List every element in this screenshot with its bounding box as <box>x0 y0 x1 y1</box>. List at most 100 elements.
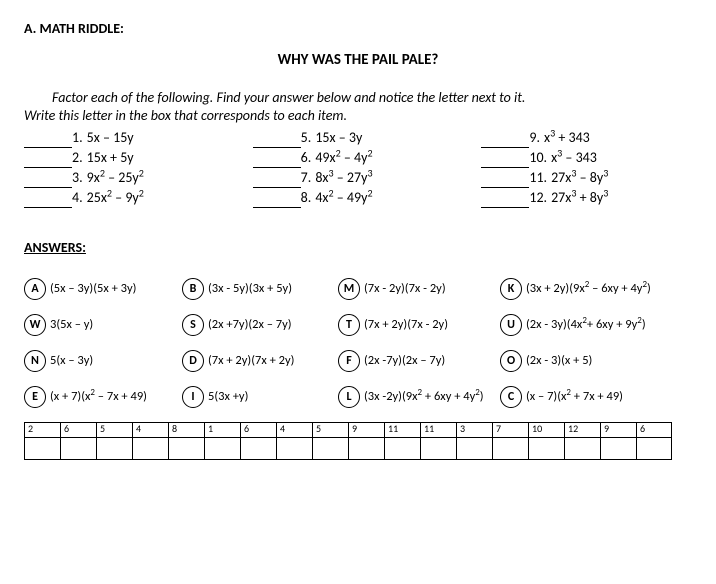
answer-option: I5(3x +y) <box>182 386 332 408</box>
grid-cell-number: 9 <box>349 423 384 437</box>
grid-cell-input[interactable] <box>241 437 276 459</box>
problem-row: 3.9x2 – 25y2 <box>24 169 235 188</box>
problem-expression: x3 + 343 <box>544 129 590 148</box>
problem-expression: 27x3 – 8y3 <box>551 169 608 188</box>
answer-blank[interactable] <box>481 194 529 208</box>
answers-row: A (5x – 3y)(5x + 3y) B(3x - 5y)(3x + 5y) M (… <box>24 278 692 300</box>
grid-cell-number: 3 <box>457 423 492 437</box>
problem-expression: 25x2 – 9y2 <box>87 189 144 208</box>
answer-expression: 3(5x – y) <box>50 317 93 332</box>
answer-letter-circle: M <box>338 278 360 300</box>
answer-expression: (3x -2y)(9x2 + 6xy + 4y2) <box>364 389 484 404</box>
answer-option: C(x – 7)(x2 + 7x + 49) <box>500 386 680 408</box>
grid-cell: 6 <box>60 422 96 460</box>
problem-number: 11. <box>529 169 547 188</box>
grid-cell-input[interactable] <box>565 437 600 459</box>
grid-cell-input[interactable] <box>133 437 168 459</box>
grid-cell: 1 <box>204 422 240 460</box>
grid-cell: 2 <box>24 422 60 460</box>
answer-option: S(2x +7y)(2x – 7y) <box>182 314 332 336</box>
answer-option: U (2x - 3y)(4x2+ 6xy + 9y2) <box>500 314 680 336</box>
answer-option: N5(x – 3y) <box>24 350 176 372</box>
answer-expression: (3x - 5y)(3x + 5y) <box>208 281 292 296</box>
grid-cell-number: 1 <box>205 423 240 437</box>
problem-number: 12. <box>529 189 547 208</box>
grid-cell: 5 <box>312 422 348 460</box>
grid-cell-input[interactable] <box>313 437 348 459</box>
problem-expression: 27x3 + 8y3 <box>551 189 608 208</box>
answer-letter-circle: A <box>24 278 46 300</box>
problem-expression: x3 – 343 <box>551 149 597 168</box>
problem-number: 2. <box>72 149 83 168</box>
answer-option: O (2x - 3)(x + 5) <box>500 350 680 372</box>
answer-blank[interactable] <box>24 154 72 168</box>
grid-cell: 7 <box>492 422 528 460</box>
answer-blank[interactable] <box>24 174 72 188</box>
answer-expression: (3x + 2y)(9x2 – 6xy + 4y2) <box>526 281 651 296</box>
problem-row: 9.x3 + 343 <box>481 129 692 148</box>
answer-blank[interactable] <box>253 154 301 168</box>
answer-option: T(7x + 2y)(7x - 2y) <box>338 314 494 336</box>
answer-letter-circle: S <box>182 314 204 336</box>
answer-letter-circle: D <box>182 350 204 372</box>
answer-expression: (2x - 3)(x + 5) <box>526 353 592 368</box>
grid-cell: 9 <box>600 422 636 460</box>
instructions-line-1: Factor each of the following. Find your … <box>52 89 525 106</box>
grid-cell-number: 6 <box>637 423 671 437</box>
answer-letter-circle: O <box>500 350 522 372</box>
grid-cell-input[interactable] <box>61 437 96 459</box>
grid-cell-input[interactable] <box>385 437 420 459</box>
answer-expression: 5(x – 3y) <box>50 353 93 368</box>
answer-blank[interactable] <box>481 134 529 148</box>
grid-cell-input[interactable] <box>349 437 384 459</box>
grid-cell-input[interactable] <box>637 437 671 459</box>
grid-cell-input[interactable] <box>457 437 492 459</box>
answer-expression: (5x – 3y)(5x + 3y) <box>50 281 136 296</box>
grid-cell-input[interactable] <box>169 437 204 459</box>
grid-cell-input[interactable] <box>493 437 528 459</box>
problems-block: 1.5x – 15y2.15x + 5y3.9x2 – 25y24.25x2 –… <box>24 129 692 209</box>
instructions-line-2: Write this letter in the box that corres… <box>24 107 347 124</box>
problem-expression: 49x2 – 4y2 <box>315 149 372 168</box>
answer-blank[interactable] <box>481 154 529 168</box>
answer-letter-circle: L <box>338 386 360 408</box>
answer-letter-circle: U <box>500 314 522 336</box>
answer-blank[interactable] <box>253 134 301 148</box>
grid-cell: 6 <box>636 422 672 460</box>
answer-option: D (7x + 2y)(7x + 2y) <box>182 350 332 372</box>
answer-expression: (2x - 3y)(4x2+ 6xy + 9y2) <box>526 317 646 332</box>
answer-blank[interactable] <box>24 194 72 208</box>
grid-cell-input[interactable] <box>25 437 60 459</box>
problem-number: 1. <box>72 129 83 148</box>
problem-expression: 15x + 5y <box>87 149 134 168</box>
problem-row: 11.27x3 – 8y3 <box>481 169 692 188</box>
answer-blank[interactable] <box>253 174 301 188</box>
answer-letter-circle: C <box>500 386 522 408</box>
answer-letter-circle: T <box>338 314 360 336</box>
section-heading: A. MATH RIDDLE: <box>24 20 692 37</box>
grid-cell-input[interactable] <box>421 437 456 459</box>
grid-cell: 11 <box>420 422 456 460</box>
grid-cell-input[interactable] <box>601 437 636 459</box>
answer-grid: 2654816459111137101296 <box>24 422 692 460</box>
answer-option: B(3x - 5y)(3x + 5y) <box>182 278 332 300</box>
answer-letter-circle: E <box>24 386 46 408</box>
grid-cell-input[interactable] <box>205 437 240 459</box>
problem-row: 1.5x – 15y <box>24 129 235 148</box>
answer-option: L (3x -2y)(9x2 + 6xy + 4y2) <box>338 386 494 408</box>
answer-blank[interactable] <box>24 134 72 148</box>
grid-cell-number: 5 <box>313 423 348 437</box>
grid-cell-number: 10 <box>529 423 564 437</box>
problems-col-1: 1.5x – 15y2.15x + 5y3.9x2 – 25y24.25x2 –… <box>24 129 235 209</box>
grid-cell-input[interactable] <box>277 437 312 459</box>
problem-number: 8. <box>301 189 312 208</box>
grid-cell-input[interactable] <box>97 437 132 459</box>
answer-expression: (7x - 2y)(7x - 2y) <box>364 281 446 296</box>
grid-cell-number: 9 <box>601 423 636 437</box>
grid-cell: 5 <box>96 422 132 460</box>
answer-blank[interactable] <box>481 174 529 188</box>
answer-expression: (7x + 2y)(7x + 2y) <box>208 353 294 368</box>
grid-cell-input[interactable] <box>529 437 564 459</box>
answer-option: A (5x – 3y)(5x + 3y) <box>24 278 176 300</box>
answer-blank[interactable] <box>253 194 301 208</box>
